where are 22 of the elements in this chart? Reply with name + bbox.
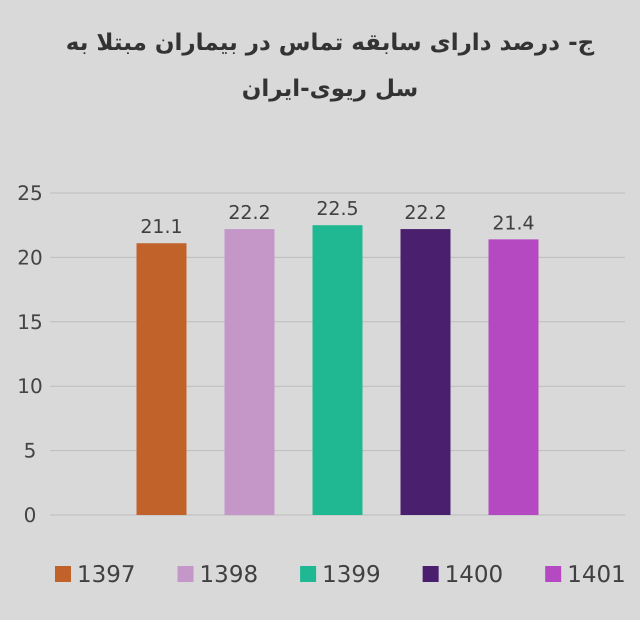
- data-label: 21.1: [140, 216, 183, 238]
- legend-label: 1398: [200, 562, 258, 588]
- data-label: 22.2: [404, 202, 447, 224]
- legend-label: 1399: [322, 562, 381, 588]
- legend-label: 1397: [77, 562, 136, 588]
- bar: [312, 225, 362, 515]
- bar: [488, 239, 538, 515]
- y-tick-label: 25: [17, 181, 43, 205]
- legend-label: 1400: [444, 562, 504, 588]
- chart-title: ج- درصد دارای سابقه تماس در بیماران مبتلا به سل ریوی-ایران: [64, 29, 596, 104]
- y-tick-label: 10: [17, 374, 43, 398]
- y-tick-label: 5: [24, 438, 36, 463]
- y-tick-label: 15: [17, 310, 43, 334]
- data-label: 22.5: [316, 198, 359, 220]
- bar: [400, 229, 450, 515]
- y-tick-label: 20: [17, 245, 43, 270]
- data-label: 22.2: [228, 202, 271, 224]
- data-label: 21.4: [492, 212, 535, 234]
- bar: [136, 243, 186, 515]
- legend-label: 1401: [567, 562, 626, 588]
- y-tick-label: 0: [24, 503, 36, 527]
- bar: [224, 229, 274, 515]
